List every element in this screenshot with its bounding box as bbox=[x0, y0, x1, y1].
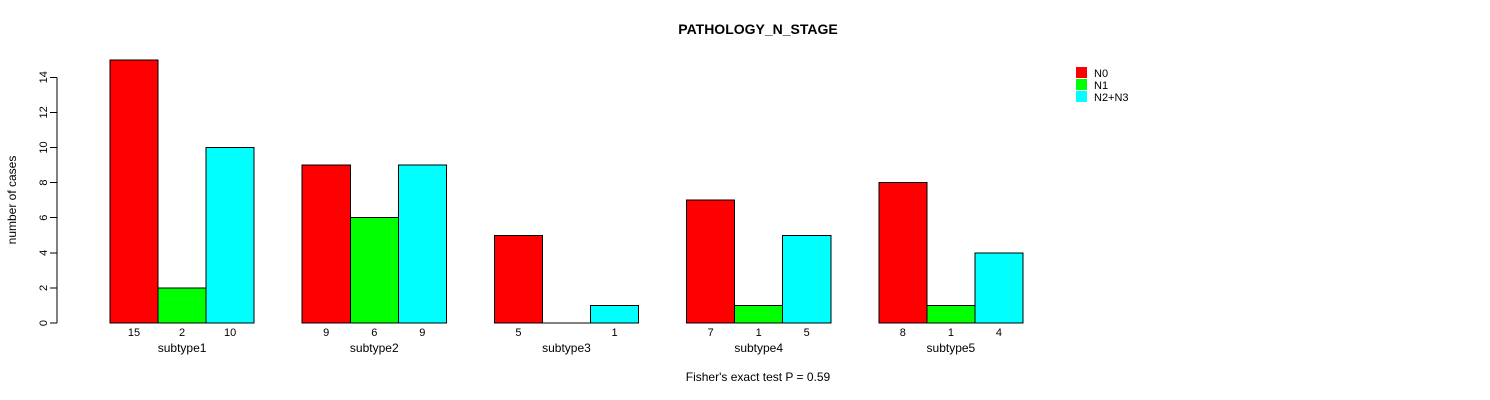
legend-swatch-n2n3 bbox=[1076, 91, 1087, 102]
y-tick-label: 8 bbox=[38, 180, 50, 186]
bar-subtype4-N2+N3 bbox=[782, 234, 832, 324]
legend-swatch-n0 bbox=[1076, 67, 1087, 78]
y-tick-label: 10 bbox=[38, 141, 50, 153]
bar-value-label: 5 bbox=[515, 327, 521, 339]
category-label-subtype2: subtype2 bbox=[350, 341, 399, 355]
y-tick-label: 14 bbox=[38, 71, 50, 83]
legend-label-n2n3: N2+N3 bbox=[1094, 92, 1129, 104]
legend-label-n1: N1 bbox=[1094, 80, 1108, 92]
bar-subtype3-N0 bbox=[493, 234, 543, 324]
y-tick-label: 12 bbox=[38, 106, 50, 118]
bar-value-label: 2 bbox=[179, 327, 185, 339]
bar-subtype2-N2+N3 bbox=[397, 164, 447, 324]
bar-value-label: 9 bbox=[419, 327, 425, 339]
bar-value-label: 1 bbox=[948, 327, 954, 339]
y-tick-label: 2 bbox=[38, 285, 50, 291]
y-tick-label: 0 bbox=[38, 320, 50, 326]
legend-item: N1 bbox=[1076, 79, 1108, 92]
bar-subtype2-N0 bbox=[301, 164, 351, 324]
bar-subtype1-N2+N3 bbox=[205, 147, 255, 324]
y-tick-label: 6 bbox=[38, 215, 50, 221]
bar-subtype2-N1 bbox=[349, 217, 399, 324]
bar-value-label: 7 bbox=[708, 327, 714, 339]
bar-subtype4-N1 bbox=[734, 304, 784, 324]
bar-value-label: 1 bbox=[756, 327, 762, 339]
bar-value-label: 8 bbox=[900, 327, 906, 339]
bar-value-label: 15 bbox=[128, 327, 140, 339]
bar-value-label: 1 bbox=[611, 327, 617, 339]
bar-subtype1-N0 bbox=[109, 59, 159, 324]
y-axis-label: number of cases bbox=[5, 156, 19, 245]
category-label-subtype5: subtype5 bbox=[927, 341, 976, 355]
chart-title: PATHOLOGY_N_STAGE bbox=[678, 21, 837, 37]
bar-subtype5-N1 bbox=[926, 304, 976, 324]
legend: N0 N1 N2+N3 bbox=[1076, 67, 1129, 104]
legend-label-n0: N0 bbox=[1094, 68, 1108, 80]
bar-subtype5-N2+N3 bbox=[974, 252, 1024, 324]
bar-value-label: 5 bbox=[804, 327, 810, 339]
y-tick-label: 4 bbox=[38, 250, 50, 256]
bar-subtype1-N1 bbox=[157, 287, 207, 324]
category-label-subtype3: subtype3 bbox=[542, 341, 591, 355]
bar-value-label: 9 bbox=[323, 327, 329, 339]
bar-value-label: 6 bbox=[371, 327, 377, 339]
bar-value-label: 10 bbox=[224, 327, 236, 339]
bar-value-label: 4 bbox=[996, 327, 1002, 339]
bar-subtype3-N2+N3 bbox=[590, 304, 640, 324]
legend-item: N0 bbox=[1076, 67, 1108, 80]
legend-item: N2+N3 bbox=[1076, 91, 1129, 104]
annotation-text: Fisher's exact test P = 0.59 bbox=[686, 370, 831, 384]
bar-subtype4-N0 bbox=[686, 199, 736, 324]
legend-swatch-n1 bbox=[1076, 79, 1087, 90]
bar-subtype5-N0 bbox=[878, 182, 928, 324]
category-label-subtype4: subtype4 bbox=[734, 341, 783, 355]
category-label-subtype1: subtype1 bbox=[158, 341, 207, 355]
